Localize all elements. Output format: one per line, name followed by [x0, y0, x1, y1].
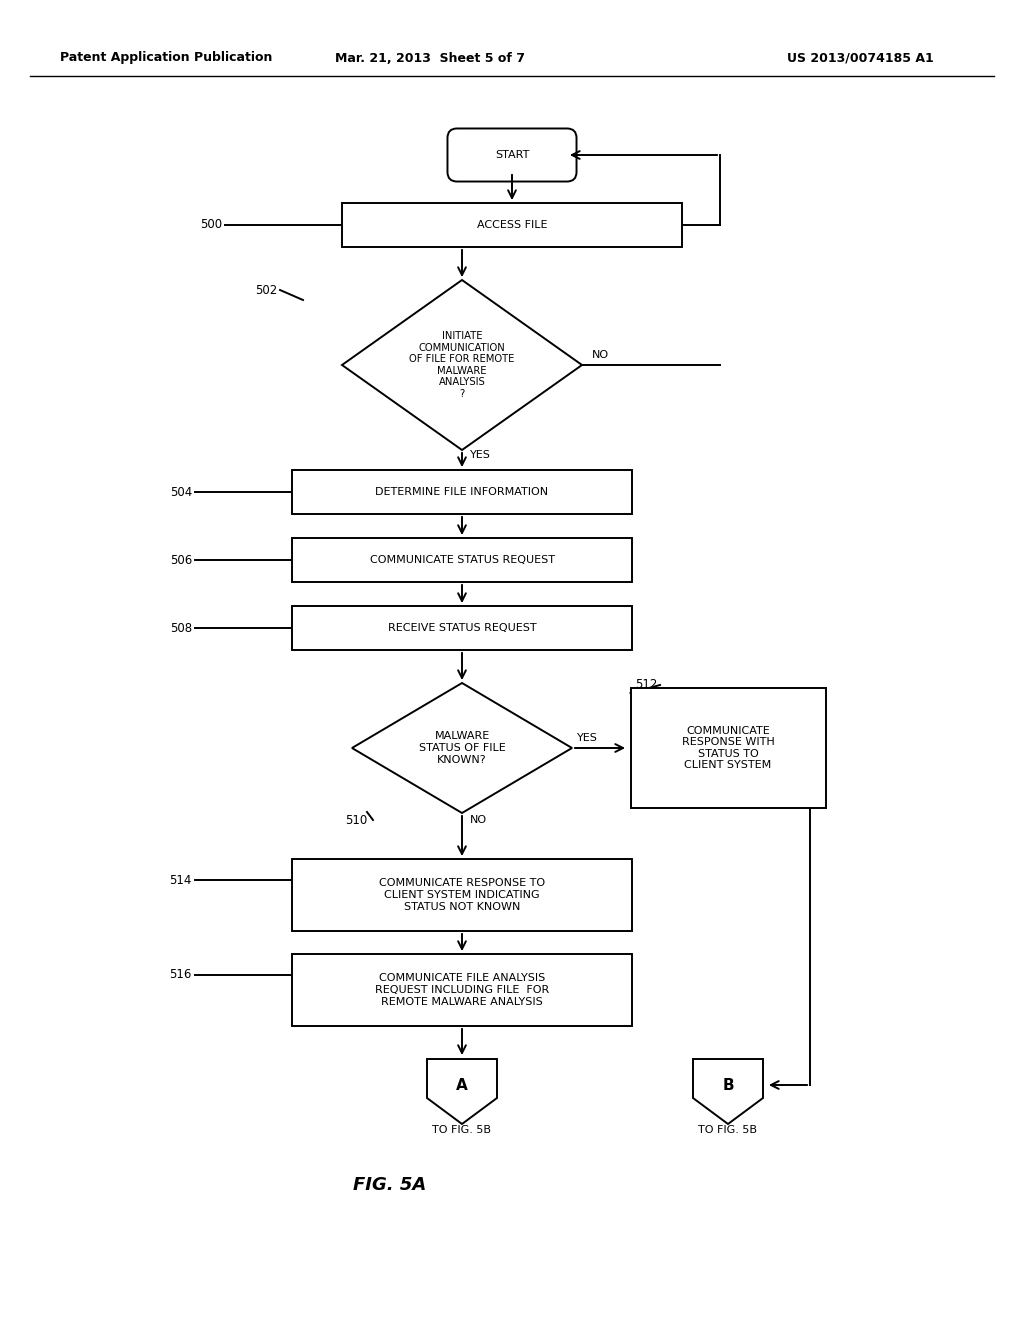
FancyBboxPatch shape	[292, 859, 632, 931]
FancyBboxPatch shape	[342, 203, 682, 247]
Polygon shape	[427, 1059, 497, 1125]
Text: 512: 512	[635, 678, 657, 692]
Text: TO FIG. 5B: TO FIG. 5B	[698, 1125, 758, 1135]
Text: A: A	[456, 1077, 468, 1093]
Polygon shape	[352, 682, 572, 813]
Text: RECEIVE STATUS REQUEST: RECEIVE STATUS REQUEST	[388, 623, 537, 634]
Text: 508: 508	[170, 622, 193, 635]
Text: INITIATE
COMMUNICATION
OF FILE FOR REMOTE
MALWARE
ANALYSIS
?: INITIATE COMMUNICATION OF FILE FOR REMOT…	[410, 331, 515, 399]
FancyBboxPatch shape	[292, 954, 632, 1026]
FancyBboxPatch shape	[292, 470, 632, 513]
Text: DETERMINE FILE INFORMATION: DETERMINE FILE INFORMATION	[376, 487, 549, 498]
Text: COMMUNICATE RESPONSE TO
CLIENT SYSTEM INDICATING
STATUS NOT KNOWN: COMMUNICATE RESPONSE TO CLIENT SYSTEM IN…	[379, 878, 545, 912]
Text: NO: NO	[592, 350, 609, 360]
Text: COMMUNICATE FILE ANALYSIS
REQUEST INCLUDING FILE  FOR
REMOTE MALWARE ANALYSIS: COMMUNICATE FILE ANALYSIS REQUEST INCLUD…	[375, 973, 549, 1007]
Text: TO FIG. 5B: TO FIG. 5B	[432, 1125, 492, 1135]
FancyBboxPatch shape	[292, 539, 632, 582]
Text: YES: YES	[470, 450, 490, 459]
Text: COMMUNICATE
RESPONSE WITH
STATUS TO
CLIENT SYSTEM: COMMUNICATE RESPONSE WITH STATUS TO CLIE…	[682, 726, 774, 771]
Text: COMMUNICATE STATUS REQUEST: COMMUNICATE STATUS REQUEST	[370, 554, 555, 565]
Polygon shape	[342, 280, 582, 450]
Text: Patent Application Publication: Patent Application Publication	[60, 51, 272, 65]
Text: NO: NO	[470, 814, 487, 825]
Text: 500: 500	[200, 219, 222, 231]
Text: ACCESS FILE: ACCESS FILE	[477, 220, 547, 230]
Text: Mar. 21, 2013  Sheet 5 of 7: Mar. 21, 2013 Sheet 5 of 7	[335, 51, 525, 65]
Text: START: START	[495, 150, 529, 160]
Text: 516: 516	[170, 969, 193, 982]
Polygon shape	[693, 1059, 763, 1125]
Text: YES: YES	[577, 733, 598, 743]
Text: FIG. 5A: FIG. 5A	[353, 1176, 427, 1195]
Text: 510: 510	[345, 813, 368, 826]
Text: US 2013/0074185 A1: US 2013/0074185 A1	[786, 51, 933, 65]
Text: 504: 504	[170, 486, 193, 499]
FancyBboxPatch shape	[631, 688, 825, 808]
Text: MALWARE
STATUS OF FILE
KNOWN?: MALWARE STATUS OF FILE KNOWN?	[419, 731, 506, 764]
Text: 502: 502	[255, 284, 278, 297]
FancyBboxPatch shape	[292, 606, 632, 649]
Text: 506: 506	[170, 553, 193, 566]
FancyBboxPatch shape	[447, 128, 577, 182]
Text: 514: 514	[170, 874, 193, 887]
Text: B: B	[722, 1077, 734, 1093]
